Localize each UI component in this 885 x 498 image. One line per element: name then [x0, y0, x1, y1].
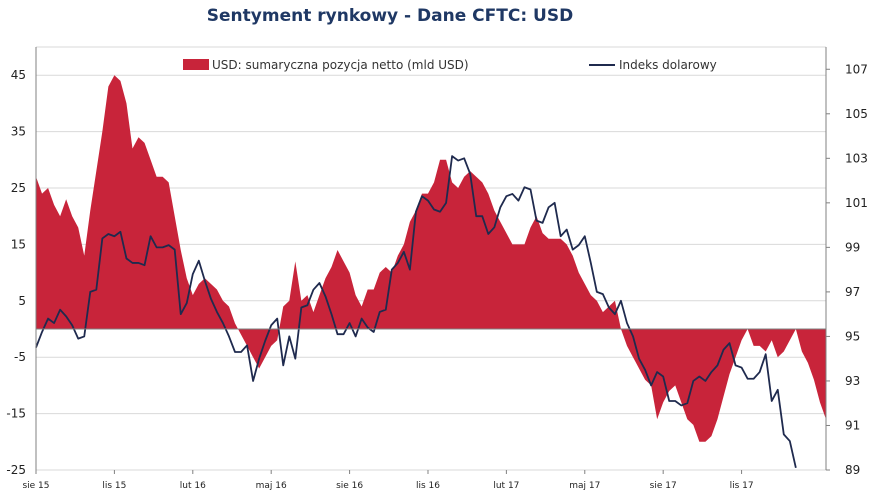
left-tick-label: -15: [6, 407, 26, 421]
right-tick-label: 101: [845, 196, 868, 210]
right-tick-label: 97: [845, 285, 860, 299]
x-tick-label: sie 17: [650, 481, 677, 491]
left-tick-label: -25: [6, 463, 26, 477]
right-tick-label: 93: [845, 374, 860, 388]
net-position-area-layer: [36, 75, 826, 442]
legend-area-swatch: [183, 59, 209, 70]
right-tick-label: 91: [845, 418, 860, 432]
legend-line-label: Indeks dolarowy: [619, 58, 717, 72]
left-axis-ticks: 45 35 25 15 5 -5 -15 -25: [6, 68, 26, 477]
dollar-index-line-layer: [35, 155, 797, 468]
dollar-index-line: [35, 155, 797, 468]
right-tick-label: 107: [845, 62, 868, 76]
legend: USD: sumaryczna pozycja netto (mld USD) …: [183, 58, 717, 72]
left-tick-label: 15: [11, 237, 26, 251]
right-tick-label: 95: [845, 329, 860, 343]
x-tick-label: sie 16: [336, 481, 363, 491]
x-tick-label: sie 15: [22, 481, 49, 491]
axes: [35, 47, 827, 470]
x-tick-label: lis 15: [102, 481, 126, 491]
left-tick-label: 35: [11, 125, 26, 139]
x-tick-label: lut 17: [493, 481, 519, 491]
right-tick-label: 103: [845, 151, 868, 165]
chart-title: Sentyment rynkowy - Dane CFTC: USD: [206, 6, 574, 26]
left-tick-label: -5: [14, 350, 26, 364]
right-tick-label: 105: [845, 107, 868, 121]
x-tick-label: maj 17: [569, 481, 600, 491]
x-tick-label: lis 16: [416, 481, 440, 491]
x-tick-label: lut 16: [180, 481, 206, 491]
right-tick-label: 99: [845, 240, 860, 254]
net-position-area: [36, 75, 826, 442]
legend-area-label: USD: sumaryczna pozycja netto (mld USD): [212, 58, 469, 72]
left-tick-label: 25: [11, 181, 26, 195]
x-tick-label: maj 16: [256, 481, 287, 491]
left-tick-label: 5: [18, 294, 26, 308]
right-axis-ticks: 107 105 103 101 99 97 95 93 91 89: [826, 62, 868, 477]
left-tick-label: 45: [11, 68, 26, 82]
x-tick-label: lis 17: [730, 481, 754, 491]
right-tick-label: 89: [845, 463, 860, 477]
x-axis-ticks: sie 15 lis 15 lut 16 maj 16 sie 16 lis 16 lut …: [22, 470, 754, 491]
